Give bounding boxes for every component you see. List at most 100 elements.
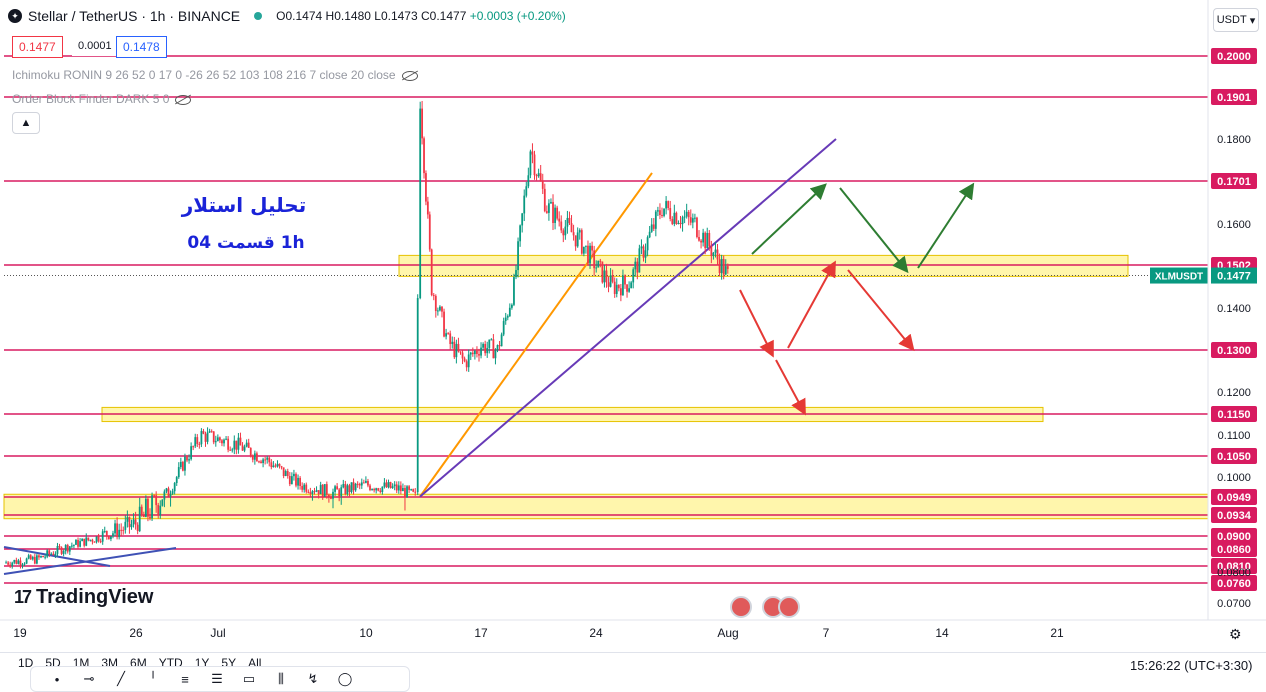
candle-body [202, 431, 205, 434]
candle-body [124, 521, 127, 530]
candle-body [423, 138, 425, 174]
candle-body [167, 488, 170, 497]
candle-body [574, 235, 577, 247]
candle-body [644, 250, 647, 258]
candle-body [648, 231, 651, 238]
vertical-line-tool-icon[interactable]: ╵ [149, 671, 157, 686]
us-flag-event-icon[interactable] [778, 596, 800, 618]
red-arrow [739, 289, 774, 358]
candle-body [533, 154, 536, 176]
candle-body [233, 440, 236, 450]
candle-body [611, 275, 614, 282]
candle-body [416, 298, 419, 493]
candle-body [642, 246, 645, 258]
hidden-eye-icon[interactable] [175, 94, 192, 105]
tradingview-logo[interactable]: 17 TradingView [14, 586, 154, 608]
candle-body [344, 484, 347, 495]
candle-body [266, 457, 269, 460]
candle-body [334, 486, 336, 492]
candle-body [181, 461, 184, 471]
candle-body [455, 343, 458, 358]
candle-body [184, 456, 186, 471]
candle-body [225, 438, 227, 440]
chevron-down-icon: ▾ [1249, 14, 1256, 27]
candle-body [274, 465, 277, 467]
level-label: 0.1050 [1217, 451, 1251, 463]
sell-button[interactable]: 0.1477 [12, 36, 63, 58]
currency-select[interactable]: USDT ▾ [1213, 8, 1259, 32]
candle-body [428, 214, 431, 250]
candle-body [9, 564, 12, 567]
brush-tool-icon[interactable]: ◯ [337, 671, 353, 686]
cursor-tool-icon[interactable]: • [54, 671, 60, 687]
pattern-tool-icon[interactable]: ⫼ [278, 671, 284, 686]
candle-body [500, 334, 503, 347]
stellar-logo-icon: ✦ [8, 9, 22, 23]
candle-body [628, 288, 630, 292]
candle-body [44, 556, 47, 558]
level-label: 0.1150 [1217, 409, 1250, 421]
last-price-label: 0.1477 [1217, 271, 1251, 283]
candle-body [103, 531, 106, 533]
hidden-eye-icon[interactable] [401, 70, 418, 81]
collapse-indicators-button[interactable]: ▲ [12, 112, 40, 134]
range-1d-button[interactable]: 1D [18, 656, 34, 670]
settings-gear-icon[interactable]: ⚙ [1229, 626, 1242, 642]
level-label: 0.0760 [1217, 578, 1251, 590]
level-label: 0.1300 [1217, 345, 1251, 357]
chart-header: ✦ Stellar / TetherUS · 1h · BINANCE O0.1… [8, 8, 566, 24]
candle-body [147, 498, 149, 517]
indicator-ichimoku[interactable]: Ichimoku RONIN 9 26 52 0 17 0 -26 26 52 … [12, 68, 418, 82]
candle-body [13, 559, 16, 563]
symbol-title[interactable]: Stellar / TetherUS · 1h · BINANCE [28, 8, 241, 24]
clock-readout[interactable]: 15:26:22 (UTC+3:30) [1130, 658, 1253, 673]
candle-body [138, 506, 141, 532]
candle-body [42, 555, 44, 558]
level-label-bg [1211, 89, 1257, 105]
candle-body [153, 495, 156, 497]
candle-body [449, 333, 452, 345]
candle-body [488, 339, 491, 348]
candle-body [29, 555, 32, 560]
rectangle-tool-icon[interactable]: ▭ [242, 671, 256, 686]
channel-tool-icon[interactable]: ≡ [181, 671, 189, 687]
candle-body [21, 564, 24, 566]
candle-body [593, 250, 596, 269]
candle-body [615, 284, 618, 294]
candle-body [698, 237, 700, 241]
candle-body [325, 484, 328, 495]
candle-body [465, 361, 468, 368]
trend-line-tool-icon[interactable]: ╱ [117, 671, 125, 686]
candle-body [60, 547, 63, 554]
candle-body [389, 482, 392, 489]
x-tick-label: 21 [1050, 626, 1064, 640]
candle-body [190, 446, 193, 460]
candle-body [241, 445, 244, 451]
horizontal-line-tool-icon[interactable]: ⊸ [83, 671, 95, 686]
level-label: 0.0900 [1217, 531, 1251, 543]
candle-body [40, 555, 42, 558]
candle-body [714, 249, 717, 253]
candle-body [286, 471, 289, 476]
candle-body [457, 343, 460, 352]
us-flag-event-icon[interactable] [730, 596, 752, 618]
candle-body [473, 350, 476, 355]
indicator-order-block[interactable]: Order Block Finder DARK 5 0 [12, 92, 192, 106]
candle-body [677, 222, 680, 224]
candle-body [704, 232, 707, 249]
candle-body [239, 437, 242, 446]
buy-button[interactable]: 0.1478 [116, 36, 167, 58]
candle-body [550, 202, 552, 204]
candle-body [515, 270, 517, 278]
level-label-bg [1211, 558, 1257, 574]
candle-body [348, 485, 351, 493]
candle-body [716, 249, 719, 260]
path-tool-icon[interactable]: ↯ [307, 671, 319, 686]
candle-body [689, 217, 692, 223]
fib-tool-icon[interactable]: ☰ [211, 671, 223, 686]
candle-body [399, 485, 402, 492]
level-label-bg [1211, 48, 1257, 64]
candle-body [661, 215, 663, 217]
candle-body [278, 463, 281, 467]
